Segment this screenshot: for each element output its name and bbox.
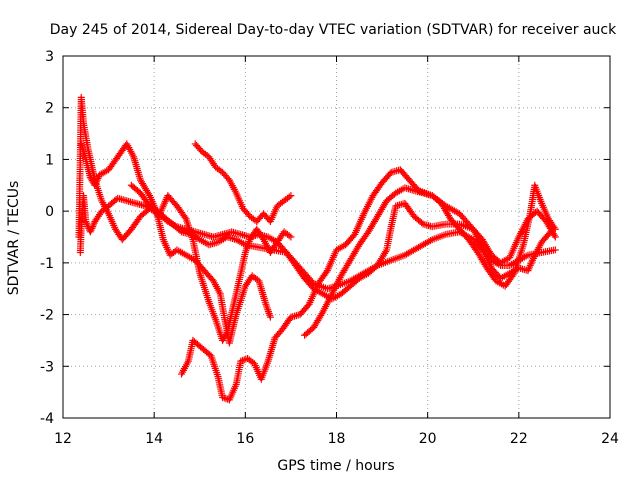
x-axis-ticks: 12 14 16 18 20 22 24	[54, 56, 619, 447]
data-point	[89, 223, 97, 231]
data-point	[222, 330, 230, 338]
plot-frame	[62, 55, 611, 419]
data-point	[527, 260, 535, 268]
data-point	[258, 234, 266, 242]
series-track-g	[301, 181, 559, 339]
data-point	[551, 246, 559, 254]
data-point	[551, 225, 559, 233]
x-tick-label: 14	[145, 431, 163, 447]
series-track-d	[127, 181, 295, 344]
data-point	[550, 224, 558, 232]
x-tick-label: 22	[510, 431, 528, 447]
data-point	[318, 310, 326, 318]
y-tick-label: -1	[40, 256, 54, 272]
data-point	[93, 176, 101, 184]
x-tick-label: 18	[328, 431, 346, 447]
data-point	[145, 190, 153, 198]
data-point	[547, 228, 555, 236]
y-tick-label: -3	[40, 359, 54, 375]
data-point	[545, 229, 553, 237]
x-tick-label: 12	[54, 431, 72, 447]
series-track-f	[178, 166, 555, 404]
x-axis-label: GPS time / hours	[277, 458, 394, 474]
data-point	[91, 181, 99, 189]
data-point	[242, 355, 250, 363]
y-tick-label: 3	[45, 49, 54, 65]
chart-title: Day 245 of 2014, Sidereal Day-to-day VTE…	[50, 22, 617, 38]
data-point	[220, 394, 228, 402]
data-point	[82, 217, 90, 225]
data-point	[83, 221, 91, 229]
data-point	[509, 271, 517, 279]
series-track-e	[191, 140, 295, 225]
data-point	[92, 180, 100, 188]
data-point	[266, 313, 274, 321]
data-point	[219, 393, 227, 401]
data-point	[92, 178, 100, 186]
y-tick-label: -2	[40, 308, 54, 324]
y-tick-label: -4	[40, 411, 54, 427]
x-tick-label: 20	[419, 431, 437, 447]
data-point	[94, 174, 102, 182]
data-point	[287, 233, 295, 241]
data-point	[86, 228, 94, 236]
data-point	[528, 258, 536, 266]
data-point	[87, 226, 95, 234]
data-point	[181, 213, 189, 221]
data-point	[382, 248, 390, 256]
y-tick-label: 1	[45, 152, 54, 168]
data-points	[75, 93, 559, 404]
x-tick-label: 24	[601, 431, 619, 447]
x-tick-label: 16	[236, 431, 254, 447]
data-point	[525, 263, 533, 271]
data-point	[89, 221, 97, 229]
y-axis-ticks: -4 -3 -2 -1 0 1 2 3	[40, 49, 610, 427]
data-point	[237, 357, 245, 365]
y-tick-label: 2	[45, 101, 54, 117]
y-axis-label: SDTVAR / TECUs	[6, 181, 22, 296]
data-point	[83, 219, 91, 227]
data-point	[526, 261, 534, 269]
data-point	[238, 356, 246, 364]
data-point	[222, 395, 230, 403]
data-point	[285, 193, 293, 201]
data-point	[550, 231, 558, 239]
data-point	[524, 267, 532, 275]
data-point	[525, 265, 533, 273]
data-point	[287, 192, 295, 200]
y-tick-label: 0	[45, 204, 54, 220]
data-point	[285, 232, 293, 240]
data-point	[427, 237, 435, 245]
data-point	[88, 224, 96, 232]
data-point	[551, 233, 559, 241]
